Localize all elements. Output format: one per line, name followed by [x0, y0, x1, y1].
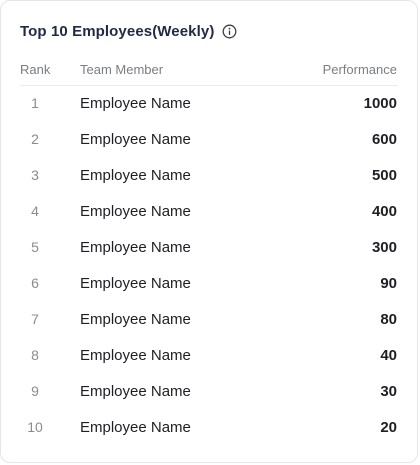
info-icon[interactable] — [222, 24, 237, 39]
header-divider — [20, 85, 398, 86]
rank-cell: 2 — [31, 131, 39, 147]
rank-cell: 9 — [31, 383, 39, 399]
performance-cell: 20 — [380, 419, 397, 436]
employee-name-cell: Employee Name — [80, 275, 191, 292]
column-header-performance: Performance — [322, 62, 397, 77]
info-circle-icon — [222, 24, 237, 38]
employee-name-cell: Employee Name — [80, 95, 191, 112]
employee-name-cell: Employee Name — [80, 311, 191, 328]
column-header-rank: Rank — [20, 62, 51, 77]
performance-cell: 600 — [371, 131, 397, 148]
table-row: 7 Employee Name 80 — [1, 302, 417, 338]
table-row: 10 Employee Name 20 — [1, 410, 417, 446]
performance-cell: 1000 — [363, 95, 397, 112]
table-row: 8 Employee Name 40 — [1, 338, 417, 374]
employee-name-cell: Employee Name — [80, 347, 191, 364]
performance-cell: 40 — [380, 347, 397, 364]
employee-name-cell: Employee Name — [80, 131, 191, 148]
column-header-team-member: Team Member — [80, 62, 164, 77]
employee-name-cell: Employee Name — [80, 203, 191, 220]
card-header: Top 10 Employees(Weekly) — [20, 20, 237, 42]
rank-cell: 4 — [31, 203, 39, 219]
table-row: 9 Employee Name 30 — [1, 374, 417, 410]
employee-rows: 1 Employee Name 1000 2 Employee Name 600 3 Empl… — [1, 86, 417, 446]
rank-cell: 7 — [31, 311, 39, 327]
table-row: 3 Employee Name 500 — [1, 158, 417, 194]
rank-cell: 10 — [27, 419, 43, 435]
rank-cell: 8 — [31, 347, 39, 363]
performance-cell: 80 — [380, 311, 397, 328]
performance-cell: 400 — [371, 203, 397, 220]
employee-name-cell: Employee Name — [80, 383, 191, 400]
performance-cell: 90 — [380, 275, 397, 292]
rank-cell: 1 — [31, 95, 39, 111]
employee-name-cell: Employee Name — [80, 167, 191, 184]
performance-cell: 30 — [380, 383, 397, 400]
table-row: 2 Employee Name 600 — [1, 122, 417, 158]
performance-cell: 300 — [371, 239, 397, 256]
rank-cell: 5 — [31, 239, 39, 255]
rank-cell: 6 — [31, 275, 39, 291]
table-row: 6 Employee Name 90 — [1, 266, 417, 302]
performance-cell: 500 — [371, 167, 397, 184]
table-row: 4 Employee Name 400 — [1, 194, 417, 230]
card-title: Top 10 Employees(Weekly) — [20, 22, 215, 40]
employee-name-cell: Employee Name — [80, 239, 191, 256]
table-row: 5 Employee Name 300 — [1, 230, 417, 266]
table-row: 1 Employee Name 1000 — [1, 86, 417, 122]
employee-name-cell: Employee Name — [80, 419, 191, 436]
rank-cell: 3 — [31, 167, 39, 183]
